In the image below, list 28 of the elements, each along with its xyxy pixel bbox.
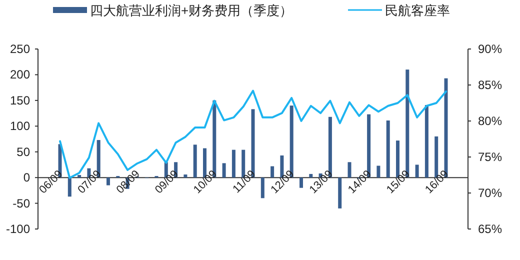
bar (260, 178, 264, 198)
y2-tick-label: 85% (478, 78, 502, 92)
y2-tick-label: 65% (478, 222, 502, 236)
y-tick-label: 150 (10, 93, 30, 108)
y2-tick-label: 75% (478, 150, 502, 164)
y-tick-label: -50 (12, 196, 30, 210)
y-tick-label: 0 (23, 170, 30, 185)
bar (300, 178, 303, 188)
bar (222, 163, 226, 178)
bar (68, 178, 72, 197)
legend-label: 民航客座率 (385, 3, 450, 18)
bar (106, 178, 110, 186)
bar (376, 166, 380, 178)
y2-tick-label: 90% (478, 42, 502, 56)
legend-label: 四大航营业利润+财务费用（季度） (90, 3, 293, 18)
bar (232, 150, 236, 178)
y-tick-label: -100 (6, 222, 30, 236)
y-tick-label: 250 (10, 42, 30, 56)
bar (184, 174, 188, 178)
y-tick-label: 50 (16, 144, 30, 159)
y2-tick-label: 80% (478, 114, 502, 128)
bar (78, 175, 82, 178)
y-tick-label: 200 (10, 68, 30, 82)
y2-tick-label: 70% (478, 186, 502, 200)
bar (338, 178, 342, 208)
bar (309, 174, 313, 178)
bar (415, 164, 419, 178)
y-tick-label: 100 (10, 119, 30, 134)
